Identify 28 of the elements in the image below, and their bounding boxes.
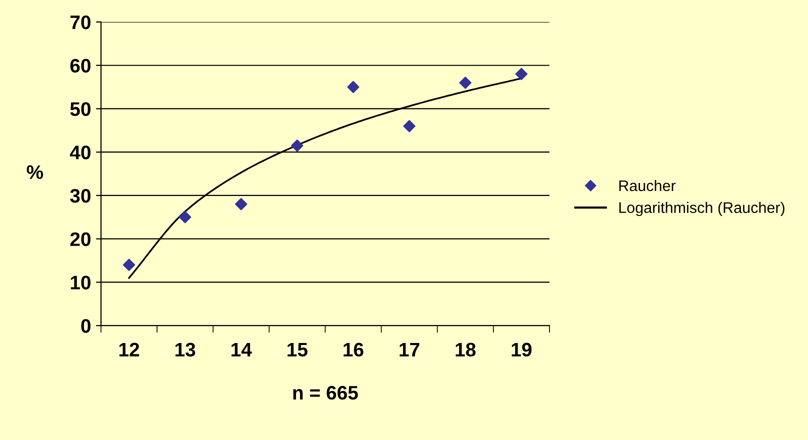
y-tick-label: 0 xyxy=(81,319,90,333)
x-tick-label: 16 xyxy=(344,342,364,357)
point xyxy=(515,68,528,80)
y-tick-label: 50 xyxy=(70,102,90,116)
point xyxy=(291,140,304,152)
legend-label: Raucher xyxy=(619,180,676,192)
y-axis-title: % xyxy=(26,165,44,179)
y-tick-label: 40 xyxy=(70,146,90,160)
legend-label: Logarithmisch (Raucher) xyxy=(619,202,784,216)
y-tick-label: 30 xyxy=(70,188,90,203)
point xyxy=(347,80,360,94)
x-tick-label: 12 xyxy=(119,342,140,356)
x-tick-label: 13 xyxy=(175,342,196,357)
x-tick-label: 19 xyxy=(512,342,532,357)
point xyxy=(235,198,248,210)
point xyxy=(122,258,136,271)
x-tick-label: 18 xyxy=(456,342,476,357)
y-tick-label: 60 xyxy=(70,58,90,73)
point xyxy=(459,76,472,89)
point xyxy=(179,211,192,224)
x-tick-label: 17 xyxy=(400,342,420,356)
y-tick-label: 20 xyxy=(70,232,90,246)
y-tick-label: 10 xyxy=(70,276,90,290)
x-axis-title: n = 665 xyxy=(293,386,358,400)
point xyxy=(403,120,416,132)
x-tick-label: 14 xyxy=(232,342,252,356)
y-tick-label: 70 xyxy=(70,15,90,30)
x-tick-label: 15 xyxy=(288,342,308,357)
